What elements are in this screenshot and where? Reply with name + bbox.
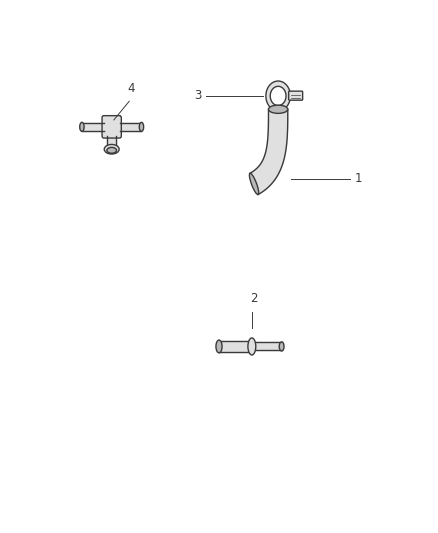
FancyBboxPatch shape <box>289 91 303 100</box>
Text: 3: 3 <box>194 90 201 102</box>
Text: 2: 2 <box>250 293 258 305</box>
Text: 1: 1 <box>355 172 362 185</box>
Wedge shape <box>266 81 290 111</box>
Ellipse shape <box>279 342 284 351</box>
Ellipse shape <box>268 105 288 114</box>
Ellipse shape <box>248 338 256 355</box>
Ellipse shape <box>80 122 84 132</box>
Ellipse shape <box>139 122 144 132</box>
FancyBboxPatch shape <box>102 116 121 138</box>
Polygon shape <box>250 109 288 195</box>
Ellipse shape <box>107 147 117 154</box>
Text: 4: 4 <box>127 82 135 95</box>
Ellipse shape <box>104 144 119 154</box>
Ellipse shape <box>249 173 259 195</box>
Ellipse shape <box>216 340 222 353</box>
